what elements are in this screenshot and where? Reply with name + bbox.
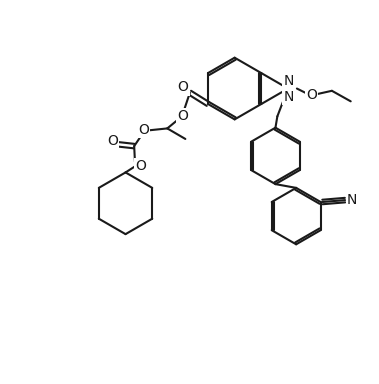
Text: N: N xyxy=(347,193,357,207)
Text: O: O xyxy=(107,134,118,148)
Text: O: O xyxy=(136,159,146,173)
Text: O: O xyxy=(138,122,149,137)
Text: O: O xyxy=(177,109,188,123)
Text: N: N xyxy=(283,90,294,104)
Text: O: O xyxy=(306,88,316,102)
Text: O: O xyxy=(178,80,188,94)
Text: N: N xyxy=(283,74,294,88)
